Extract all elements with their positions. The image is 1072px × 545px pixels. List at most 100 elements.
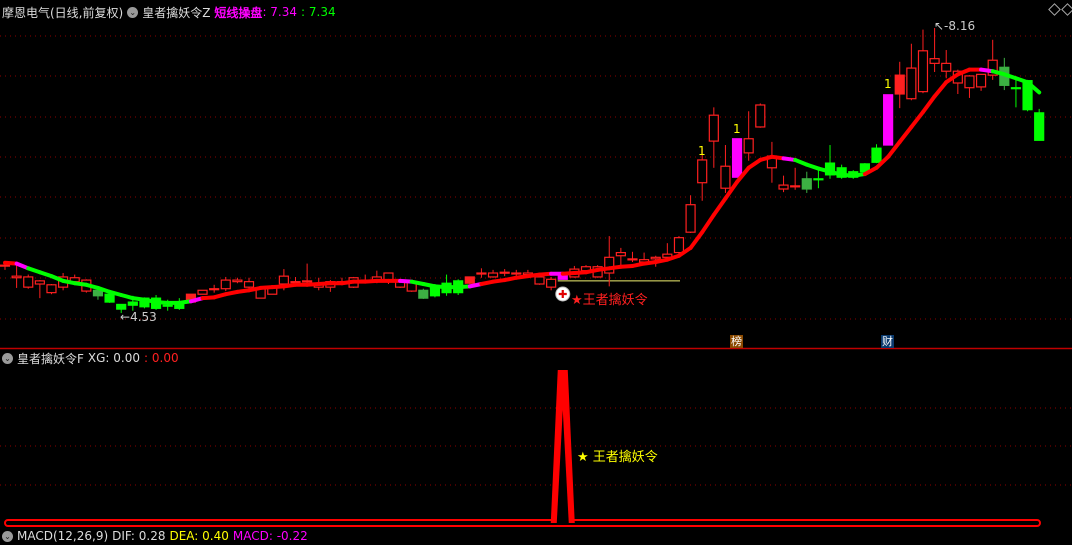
badge-bang[interactable]: 榜 bbox=[730, 335, 743, 348]
indicator-name[interactable]: 皇者擒妖令Z bbox=[142, 5, 211, 20]
candle-body bbox=[243, 281, 255, 288]
ma-segment bbox=[700, 212, 716, 235]
candle-body bbox=[871, 147, 882, 163]
chevron-down-icon[interactable]: ⌄ bbox=[127, 6, 139, 18]
ma-label: 短线操盘 bbox=[214, 5, 263, 20]
candle-body bbox=[941, 62, 952, 72]
mark-label: 1 bbox=[884, 77, 892, 91]
candle-body bbox=[92, 289, 104, 297]
dea-value: DEA: 0.40 bbox=[169, 529, 229, 543]
ma-segment bbox=[955, 67, 972, 77]
candle-body bbox=[116, 303, 127, 310]
candle-body bbox=[162, 304, 173, 307]
ma-segment bbox=[862, 165, 879, 177]
ma-segment bbox=[212, 292, 228, 300]
ma-segment bbox=[37, 270, 54, 279]
ma-segment bbox=[804, 162, 821, 171]
candle-body bbox=[476, 272, 487, 275]
candle-body bbox=[708, 114, 719, 142]
signal-label: ★王者擒妖令 bbox=[571, 293, 648, 308]
ma-segment bbox=[886, 139, 902, 159]
low-label: 4.53 bbox=[130, 310, 157, 324]
candle-body bbox=[650, 256, 661, 260]
ma-segment bbox=[95, 285, 112, 294]
ma-segment bbox=[84, 282, 100, 290]
candle-body bbox=[615, 251, 626, 257]
ma-segment bbox=[119, 292, 135, 301]
macd-title[interactable]: MACD(12,26,9) bbox=[17, 529, 109, 543]
grid-lines bbox=[0, 35, 1072, 486]
ma-segment bbox=[1013, 76, 1030, 85]
ma-segment bbox=[14, 261, 31, 271]
candle-body bbox=[790, 185, 801, 188]
ma-segment bbox=[735, 165, 751, 184]
ma-segment bbox=[758, 154, 774, 162]
candle-body bbox=[894, 74, 905, 95]
candle-body bbox=[487, 272, 499, 278]
ma-segment bbox=[49, 274, 66, 283]
ma-segment bbox=[793, 157, 809, 167]
stock-title: 摩恩电气(日线,前复权) bbox=[2, 5, 124, 20]
candle-body bbox=[104, 293, 115, 303]
ma-segment bbox=[711, 196, 728, 217]
ma-segment bbox=[188, 296, 205, 304]
candle-body bbox=[464, 276, 475, 284]
candle-body bbox=[232, 279, 243, 283]
candle-body bbox=[302, 280, 313, 283]
ma-segment bbox=[816, 166, 833, 174]
candle-body bbox=[743, 138, 754, 154]
candle-body bbox=[11, 275, 22, 279]
candle-body bbox=[534, 276, 545, 285]
sub-signal-label: ★ 王者擒妖令 bbox=[577, 450, 658, 465]
ma-segment bbox=[723, 179, 740, 201]
low-marker: ←4.53 bbox=[120, 310, 157, 324]
candle-body bbox=[778, 184, 789, 190]
candle-body bbox=[23, 276, 34, 288]
sub-indicator-name[interactable]: 皇者擒妖令F bbox=[17, 351, 84, 366]
candle-body bbox=[197, 289, 208, 295]
candle-body bbox=[278, 275, 289, 285]
badge-cai[interactable]: 财 bbox=[881, 335, 894, 348]
chevron-down-icon[interactable]: ⌄ bbox=[2, 530, 13, 542]
candle-body bbox=[755, 104, 766, 128]
chevron-down-icon[interactable]: ⌄ bbox=[2, 352, 13, 364]
candle-body bbox=[0, 264, 11, 267]
candlesticks bbox=[0, 28, 1045, 314]
high-label: 8.16 bbox=[948, 19, 976, 33]
ma-segment bbox=[909, 110, 925, 129]
ma-segment bbox=[107, 289, 124, 297]
candle-body bbox=[511, 272, 522, 275]
ma-value: : 7.34 bbox=[262, 5, 298, 19]
xg-baseline bbox=[4, 519, 1041, 527]
candle-body bbox=[220, 279, 231, 290]
candle-body bbox=[1034, 112, 1045, 141]
buy-signal-plus-icon[interactable] bbox=[555, 286, 571, 302]
xg-line bbox=[4, 370, 1041, 527]
arrow-icon: ← bbox=[120, 310, 131, 324]
candle-body bbox=[801, 178, 812, 190]
candle-body bbox=[731, 138, 743, 178]
candle-body bbox=[883, 94, 894, 146]
ma-value-2: : 7.34 bbox=[301, 5, 336, 19]
candle-body bbox=[964, 75, 975, 89]
candle-body bbox=[917, 50, 929, 93]
candle-body bbox=[34, 280, 45, 285]
main-header: 摩恩电气(日线,前复权) ⌄ 皇者擒妖令Z 短线操盘 : 7.34 : 7.34 bbox=[2, 3, 336, 21]
candle-body bbox=[662, 253, 673, 258]
ma-segment bbox=[688, 230, 705, 250]
candle-body bbox=[987, 59, 998, 76]
macd-value: MACD: -0.22 bbox=[232, 529, 308, 543]
high-marker: ↖-8.16 bbox=[934, 19, 975, 33]
candle-body bbox=[46, 284, 57, 294]
candle-body bbox=[697, 159, 708, 184]
candle-body bbox=[209, 288, 220, 291]
candle-body bbox=[290, 281, 301, 284]
ma-segment bbox=[828, 169, 844, 177]
ma-segment bbox=[676, 245, 693, 258]
candle-body bbox=[499, 271, 510, 274]
arrow-icon: ↖- bbox=[934, 19, 949, 33]
xg-spike-inner bbox=[556, 410, 569, 523]
mark-label: 1 bbox=[733, 122, 741, 136]
candle-body bbox=[813, 178, 824, 181]
xg-value-2: : 0.00 bbox=[144, 351, 179, 365]
